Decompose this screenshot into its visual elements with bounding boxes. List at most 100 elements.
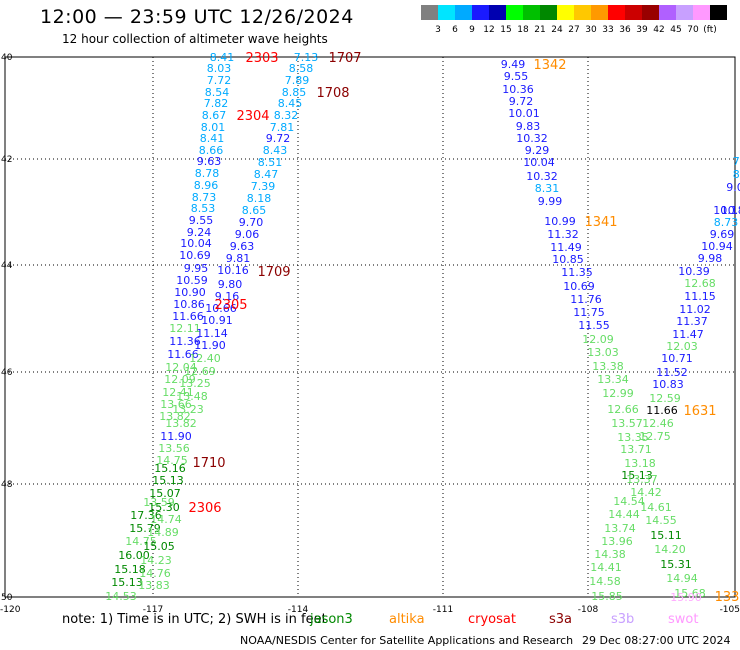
scale-label: 12: [483, 25, 495, 35]
wave-height-value: 9.80: [218, 278, 243, 291]
wave-height-value: 8.66: [199, 144, 224, 157]
legend-s3a: s3a: [549, 612, 573, 627]
wave-height-value: 12.11: [169, 322, 201, 335]
wave-height-value: 11.35: [561, 266, 593, 279]
wave-height-value: 9.24: [187, 226, 212, 239]
scale-swatch: [455, 5, 472, 20]
pass-time-label: 133: [715, 590, 740, 605]
wave-height-value: 12.69: [184, 365, 216, 378]
wave-height-value: 11.55: [578, 319, 610, 332]
wave-height-value: 14.38: [594, 548, 626, 561]
wave-height-value: 9.95: [184, 262, 209, 275]
wave-height-value: 12.68: [684, 277, 716, 290]
footer-timestamp: 29 Dec 08:27:00 UTC 2024: [582, 634, 731, 647]
pass-time-label: 1707: [328, 51, 361, 66]
wave-height-value: 13.66: [160, 398, 192, 411]
wave-height-value: 9.0: [726, 181, 740, 194]
wave-height-value: 8.58: [289, 62, 314, 75]
scale-swatch: [710, 5, 727, 20]
legend-swot: swot: [668, 612, 699, 627]
footer-note: note: 1) Time is in UTC; 2) SWH is in fe…: [62, 612, 327, 627]
wave-height-value: 12.66: [607, 403, 639, 416]
longitude-label: -117: [143, 605, 163, 615]
scale-label: 42: [653, 25, 665, 35]
wave-height-value: 12.41: [162, 386, 194, 399]
pass-time-label: 1341: [584, 215, 617, 230]
wave-height-value: 14.58: [589, 575, 621, 588]
wave-height-value: 8.31: [535, 182, 560, 195]
wave-height-value: 14.94: [666, 572, 698, 585]
wave-height-value: 13.83: [138, 579, 170, 592]
wave-height-value: 15.13: [152, 474, 184, 487]
wave-height-value: 10.04: [523, 156, 555, 169]
wave-height-value: 9.70: [239, 216, 264, 229]
wave-height-value: 10.32: [516, 132, 548, 145]
wave-height-value: 10.90: [174, 286, 206, 299]
legend-cryosat: cryosat: [468, 612, 516, 627]
wave-height-value: 13.82: [165, 417, 197, 430]
wave-height-value: 11.75: [573, 306, 605, 319]
wave-height-value: 7.72: [207, 74, 232, 87]
longitude-label: -111: [433, 605, 453, 615]
wave-height-value: 12.99: [602, 387, 634, 400]
scale-swatch: [608, 5, 625, 20]
wave-height-value: 13.38: [592, 360, 624, 373]
wave-height-value: 10.04: [180, 237, 212, 250]
wave-height-value: 8.85: [282, 86, 307, 99]
wave-height-value: 12.40: [189, 352, 221, 365]
wave-height-value: 12.03: [666, 340, 698, 353]
wave-height-value: 15.31: [660, 558, 692, 571]
scale-swatch: [506, 5, 523, 20]
wave-height-value: 9.16: [215, 290, 240, 303]
scale-unit: (ft): [703, 25, 717, 35]
wave-height-value: 8.73: [714, 216, 739, 229]
wave-height-value: 11.49: [550, 241, 582, 254]
scale-swatch: [642, 5, 659, 20]
wave-height-value: 10.1: [721, 204, 740, 217]
legend-jason3: jason3: [310, 612, 353, 627]
wave-height-value: 9.63: [197, 155, 222, 168]
wave-height-value: 17.36: [130, 509, 162, 522]
wave-height-value: 14.20: [654, 543, 686, 556]
wave-height-value: 8.54: [205, 86, 230, 99]
wave-height-value: 8.45: [278, 97, 303, 110]
scale-label: 15: [500, 25, 512, 35]
wave-height-value: 11.66: [167, 348, 199, 361]
wave-height-value: 8.78: [195, 167, 220, 180]
wave-height-value: 11.52: [656, 366, 688, 379]
wave-height-value: 14.89: [147, 526, 179, 539]
scale-label: 21: [534, 25, 546, 35]
wave-height-value: 9.83: [516, 120, 541, 133]
wave-height-value: 10.94: [701, 240, 733, 253]
wave-height-value: 8.53: [191, 202, 216, 215]
wave-height-value: 10.16: [217, 264, 249, 277]
wave-height-value: 8.41: [210, 51, 235, 64]
wave-height-value: 10.91: [201, 314, 233, 327]
wave-height-value: 13.35: [617, 431, 649, 444]
wave-height-value: 15.11: [650, 529, 682, 542]
wave-height-value: 14.61: [640, 501, 672, 514]
latitude-label: 44: [1, 261, 13, 271]
wave-height-value: 10.36: [502, 83, 534, 96]
wave-height-value: 10.69: [563, 280, 595, 293]
wave-height-value: 8.51: [258, 156, 283, 169]
wave-height-value: 11.66: [646, 404, 678, 417]
scale-swatch: [574, 5, 591, 20]
wave-height-value: 8.47: [254, 168, 279, 181]
wave-height-value: 13.48: [176, 390, 208, 403]
wave-height-value: 7.89: [285, 74, 310, 87]
wave-height-value: 13.37: [626, 473, 658, 486]
wave-height-value: 10.86: [173, 298, 205, 311]
wave-height-value: 8.18: [247, 192, 272, 205]
wave-height-value: 14.23: [140, 554, 172, 567]
legend-s3b: s3b: [611, 612, 635, 627]
wave-height-value: 13.23: [172, 403, 204, 416]
wave-height-value: 14.41: [590, 561, 622, 574]
longitude-label: -114: [288, 605, 309, 615]
wave-height-value: 11.32: [547, 228, 579, 241]
wave-height-value: 14.75: [125, 535, 157, 548]
wave-height-value: 12.04: [165, 361, 197, 374]
page-title: 12:00 — 23:59 UTC 12/26/2024: [40, 6, 354, 28]
wave-height-value: 9.81: [226, 252, 251, 265]
